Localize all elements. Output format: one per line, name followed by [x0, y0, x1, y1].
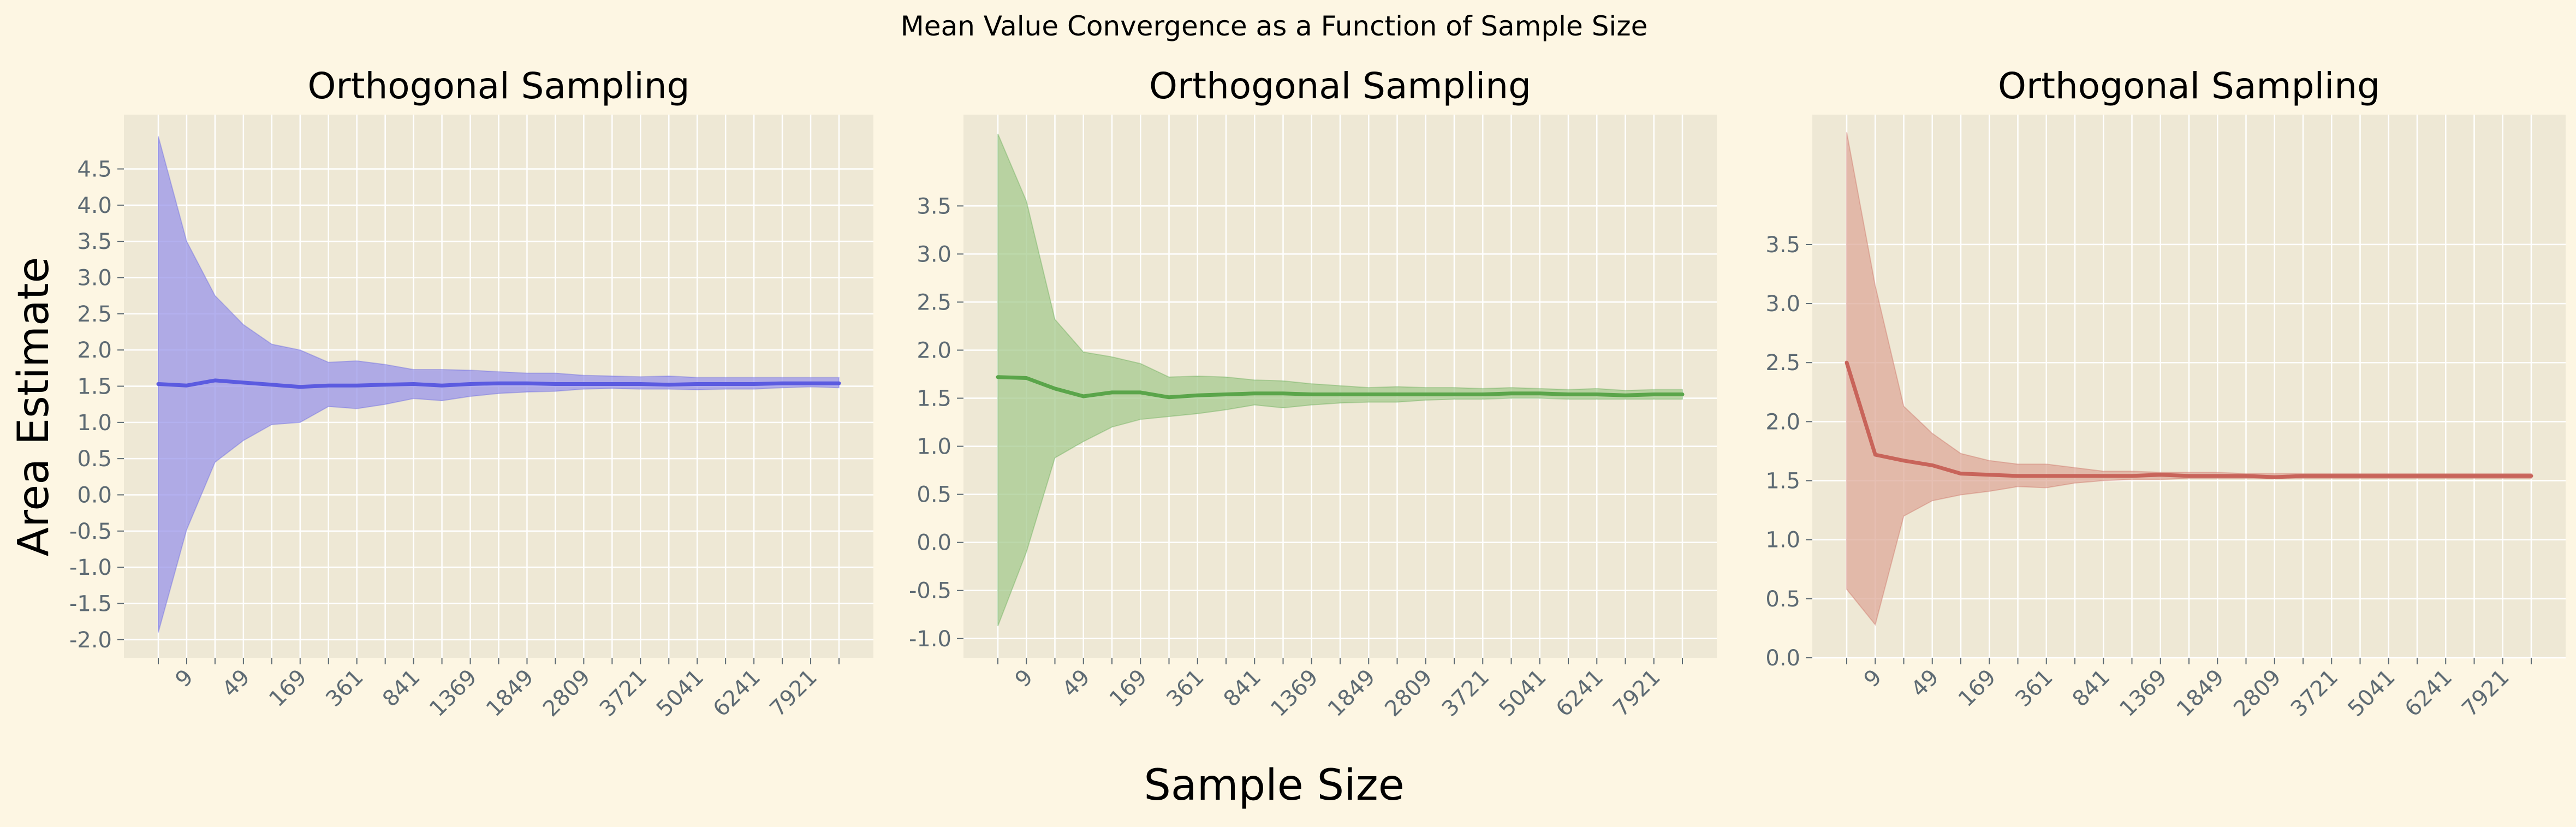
y-tick-label: -0.5: [909, 579, 951, 604]
panel-title-middle: Orthogonal Sampling: [1149, 65, 1531, 107]
y-tick-label: 3.0: [917, 242, 951, 267]
confidence-band-right: [1846, 132, 2532, 626]
y-tick-label: 0.5: [917, 483, 951, 508]
y-tick-label: 0.5: [77, 447, 112, 472]
panel-middle: -1.0-0.50.00.51.01.52.02.53.03.59 49 169 36…: [909, 65, 1717, 722]
y-tick-label: -0.5: [69, 519, 112, 544]
panel-title-right: Orthogonal Sampling: [1998, 65, 2380, 107]
y-tick-label: 3.0: [1765, 291, 1800, 317]
mean-line-right: [1845, 360, 2533, 479]
y-tick-label: 2.0: [1765, 409, 1800, 435]
y-tick-label: 3.5: [917, 194, 951, 219]
y-tick-label: 1.0: [77, 410, 112, 436]
y-tick-label: -2.0: [69, 628, 112, 653]
y-tick-label: 2.5: [77, 302, 112, 327]
y-tick-label: 2.0: [917, 338, 951, 363]
y-tick-label: 1.0: [917, 435, 951, 460]
y-tick-label: 3.0: [77, 266, 112, 291]
y-tick-label: 1.0: [1765, 528, 1800, 553]
mean-line-left: [156, 378, 841, 389]
y-tick-label: 2.5: [917, 290, 951, 315]
y-tick-label: -1.5: [69, 592, 112, 617]
y-tick-label: 1.5: [1765, 469, 1800, 494]
y-tick-label: -1.0: [909, 627, 951, 652]
y-tick-label: 0.0: [77, 483, 112, 508]
y-tick-label: 2.0: [77, 338, 112, 363]
y-tick-label: 2.5: [1765, 350, 1800, 376]
y-tick-label: 4.5: [77, 157, 112, 182]
shared-y-axis-label: Area Estimate: [9, 257, 58, 557]
confidence-band-middle: [997, 133, 1683, 627]
figure-suptitle: Mean Value Convergence as a Function of …: [901, 10, 1648, 42]
y-tick-label: 4.0: [77, 193, 112, 218]
y-tick-label: 3.5: [77, 229, 112, 254]
y-tick-label: 0.5: [1765, 587, 1800, 612]
panel-left: -2.0 -1.5 -1.0 -0.5 0.0 0.5 1.0 1.5 2.0 2.5 3.0 3.5…: [69, 65, 873, 722]
y-tick-label: 0.0: [1765, 646, 1800, 671]
panel-title-left: Orthogonal Sampling: [308, 65, 690, 107]
y-tick-label: 1.5: [77, 374, 112, 400]
y-tick-label: 1.5: [917, 386, 951, 412]
shared-x-axis-label: Sample Size: [1144, 761, 1404, 810]
panel-right: 0.00.51.01.52.02.53.03.59 49 169 361 841 1369…: [1765, 65, 2566, 722]
y-tick-label: 0.0: [917, 531, 951, 556]
mean-line-middle: [996, 375, 1685, 400]
y-tick-label: 3.5: [1765, 233, 1800, 258]
y-tick-label: -1.0: [69, 555, 112, 580]
